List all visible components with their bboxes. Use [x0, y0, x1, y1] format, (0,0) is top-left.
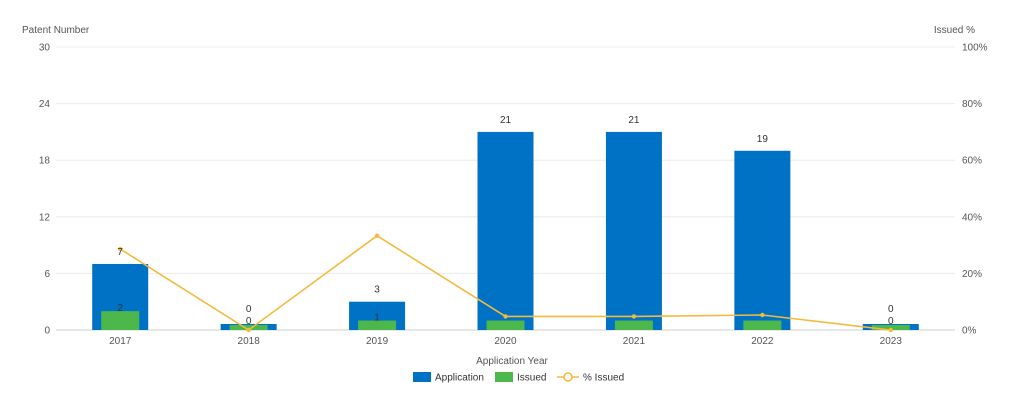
x-tick-label: 2019	[366, 336, 389, 347]
x-tick-label: 2018	[238, 336, 261, 347]
bars	[92, 132, 919, 330]
application-value-label: 0	[888, 304, 894, 315]
issued-percent-point	[375, 234, 379, 238]
right-axis-title: Issued %	[934, 25, 975, 36]
x-tick-label: 2017	[109, 336, 132, 347]
y-tick-label-left: 6	[44, 269, 50, 280]
application-value-label: 19	[757, 134, 769, 145]
issued-percent-point	[246, 328, 250, 332]
y-tick-label-left: 30	[39, 43, 51, 54]
right-axis-ticks: 0% 20% 40% 60% 80% 100%	[962, 43, 988, 337]
legend-swatch-issued	[495, 372, 513, 382]
x-tick-label: 2022	[751, 336, 774, 347]
y-tick-label-right: 100%	[962, 43, 988, 54]
legend-label-application: Application	[435, 373, 484, 384]
legend-swatch-application	[413, 372, 431, 382]
issued-percent-point	[889, 328, 893, 332]
y-tick-label-left: 12	[39, 212, 51, 223]
application-value-label: 3	[374, 285, 380, 296]
y-tick-label-right: 40%	[962, 212, 982, 223]
legend: Application Issued % Issued	[413, 372, 624, 384]
x-axis-title: Application Year	[476, 356, 548, 367]
application-value-label: 0	[246, 304, 252, 315]
y-tick-label-left: 24	[39, 99, 51, 110]
issued-value-label: 0	[888, 316, 894, 327]
issued-value-label: 0	[246, 316, 252, 327]
x-tick-label: 2020	[494, 336, 517, 347]
application-bar	[734, 151, 790, 330]
y-tick-label-right: 0%	[962, 326, 977, 337]
left-axis-ticks: 0 6 12 18 24 30	[39, 43, 51, 337]
application-value-label: 21	[500, 115, 512, 126]
application-bar	[478, 132, 534, 330]
application-bar	[606, 132, 662, 330]
legend-label-issued-percent: % Issued	[583, 373, 624, 384]
application-value-label: 7	[117, 247, 123, 258]
issued-percent-point	[632, 314, 636, 318]
issued-percent-point	[760, 313, 764, 317]
issued-value-label: 1	[374, 313, 380, 324]
issued-bar	[487, 321, 525, 330]
issued-bar	[615, 321, 653, 330]
y-tick-label-left: 0	[44, 326, 50, 337]
legend-marker-issued-percent	[564, 373, 572, 381]
issued-value-label: 2	[117, 303, 123, 314]
y-tick-label-right: 60%	[962, 156, 982, 167]
x-tick-label: 2023	[880, 336, 903, 347]
y-tick-label-right: 80%	[962, 99, 982, 110]
x-tick-label: 2021	[623, 336, 646, 347]
y-tick-label-left: 18	[39, 156, 51, 167]
application-value-label: 21	[628, 115, 640, 126]
issued-percent-point	[503, 314, 507, 318]
y-tick-label-right: 20%	[962, 269, 982, 280]
issued-bar	[743, 321, 781, 330]
legend-label-issued: Issued	[517, 373, 546, 384]
x-axis-ticks: 2017 2018 2019 2020 2021 2022 2023	[109, 336, 902, 347]
left-axis-title: Patent Number	[22, 25, 90, 36]
